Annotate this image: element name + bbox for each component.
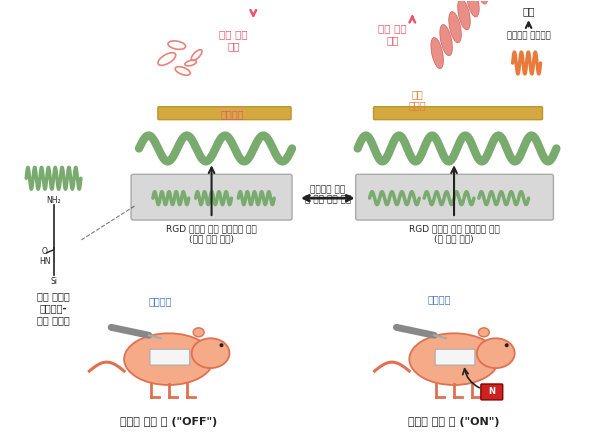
Text: 인테그린: 인테그린 [221, 109, 244, 119]
Ellipse shape [478, 328, 490, 337]
FancyBboxPatch shape [356, 174, 553, 220]
FancyBboxPatch shape [158, 107, 291, 120]
FancyBboxPatch shape [481, 384, 503, 400]
Ellipse shape [124, 333, 214, 385]
Text: NH₂: NH₂ [46, 196, 61, 205]
Ellipse shape [476, 0, 488, 4]
Ellipse shape [440, 25, 452, 56]
Text: O: O [41, 247, 47, 256]
Text: 나노코일 신장
및 수축 시점 조절: 나노코일 신장 및 수축 시점 조절 [305, 185, 351, 205]
FancyBboxPatch shape [435, 349, 475, 365]
Ellipse shape [505, 343, 509, 347]
Ellipse shape [220, 343, 223, 347]
Text: 액틴 섬유
조립: 액틴 섬유 조립 [219, 29, 248, 51]
Text: HN: HN [39, 257, 50, 266]
FancyBboxPatch shape [131, 174, 292, 220]
Ellipse shape [449, 12, 461, 43]
Text: 자기장 없을 때 ("OFF"): 자기장 없을 때 ("OFF") [120, 417, 217, 427]
Ellipse shape [467, 0, 479, 17]
Text: 자기장 있을 때 ("ON"): 자기장 있을 때 ("ON") [408, 417, 500, 427]
FancyBboxPatch shape [374, 107, 542, 120]
Ellipse shape [477, 338, 515, 368]
Text: Si: Si [50, 277, 57, 286]
Text: 액틴 섬유
조립: 액틴 섬유 조립 [378, 23, 407, 45]
Text: RGD 코팅된 자성 나노코일 신장
(긴 사이 간격): RGD 코팅된 자성 나노코일 신장 (긴 사이 간격) [409, 224, 499, 244]
Text: 줄기세포: 줄기세포 [427, 295, 451, 304]
Ellipse shape [409, 333, 499, 385]
FancyBboxPatch shape [150, 349, 190, 365]
Text: 분화: 분화 [523, 6, 535, 17]
Text: N: N [488, 388, 496, 396]
Ellipse shape [193, 328, 204, 337]
Text: RGD 코팅된 자성 나노코일 수축
(짧은 사이 간격): RGD 코팅된 자성 나노코일 수축 (짧은 사이 간격) [166, 224, 257, 244]
Ellipse shape [458, 0, 470, 30]
Text: 줄기세포: 줄기세포 [149, 296, 172, 307]
Ellipse shape [191, 338, 229, 368]
Text: 자성 리간드
나노코일-
기판 복합체: 자성 리간드 나노코일- 기판 복합체 [37, 291, 70, 325]
Text: 접착
복합체: 접착 복합체 [409, 89, 426, 110]
Text: 세포역학 신호변환: 세포역학 신호변환 [506, 31, 550, 40]
Ellipse shape [431, 38, 443, 69]
